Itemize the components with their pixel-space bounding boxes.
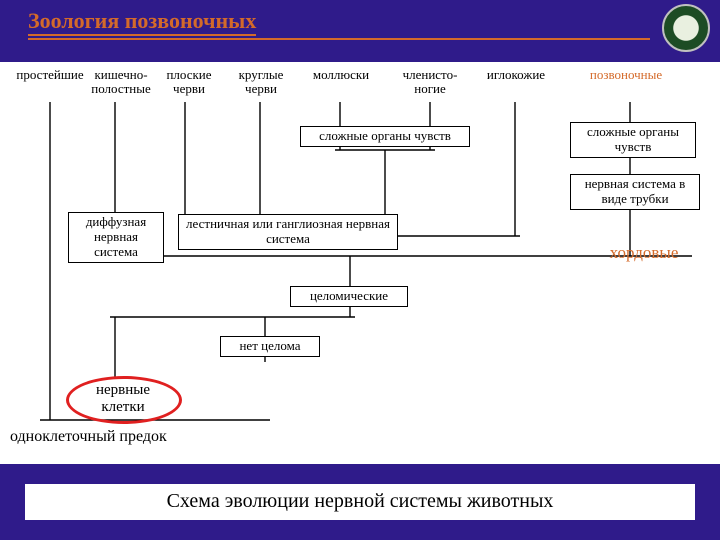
footer: Схема эволюции нервной системы животных: [0, 464, 720, 540]
box-diffuse-ns: диффузная нервная система: [68, 212, 164, 263]
header: Зоология позвоночных: [0, 0, 720, 62]
title-underline: [28, 38, 650, 40]
label-echino: иглокожие: [478, 68, 554, 82]
label-arthropods: членисто- ногие: [392, 68, 468, 97]
label-nerve-cells: нервные клетки: [78, 382, 168, 415]
label-chordates: хордовые: [594, 244, 694, 263]
logo-icon: [662, 4, 710, 52]
label-roundworms: круглые черви: [228, 68, 294, 97]
label-flatworms: плоские черви: [158, 68, 220, 97]
box-complex-senses-2: сложные органы чувств: [570, 122, 696, 158]
diagram: простейшие кишечно- полостные плоские че…: [0, 62, 720, 464]
label-molluscs: моллюски: [306, 68, 376, 82]
box-ladder-ns: лестничная или ганглиозная нервная систе…: [178, 214, 398, 250]
box-no-coelom: нет целома: [220, 336, 320, 357]
label-vertebrates: позвоночные: [566, 68, 686, 82]
label-ancestor: одноклеточный предок: [10, 428, 230, 446]
label-cnidaria: кишечно- полостные: [82, 68, 160, 97]
label-protozoa: простейшие: [10, 68, 90, 82]
box-tube-ns: нервная система в виде трубки: [570, 174, 700, 210]
page-title: Зоология позвоночных: [28, 8, 256, 36]
caption: Схема эволюции нервной системы животных: [25, 484, 695, 520]
box-coelom: целомические: [290, 286, 408, 307]
box-complex-senses-1: сложные органы чувств: [300, 126, 470, 147]
